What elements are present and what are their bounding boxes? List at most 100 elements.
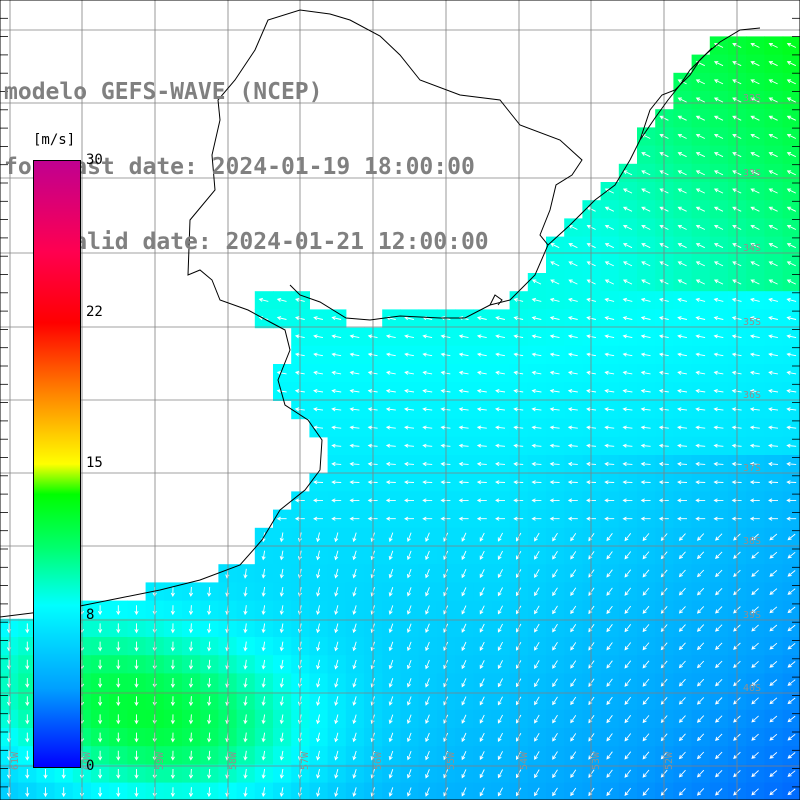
wind-arrow — [786, 206, 796, 212]
wind-arrow — [622, 206, 633, 212]
wind-arrow — [677, 480, 688, 485]
wind-arrow — [678, 769, 686, 778]
wind-arrow — [479, 532, 485, 542]
wind-arrow — [422, 480, 433, 485]
wind-arrow — [279, 623, 284, 634]
wind-arrow — [352, 587, 357, 597]
wind-arrow — [188, 605, 194, 616]
wind-arrow — [622, 480, 633, 485]
wind-arrow — [261, 605, 266, 616]
wind-arrow — [116, 787, 121, 798]
wind-arrow — [134, 769, 139, 779]
wind-arrow — [586, 516, 596, 521]
wind-arrow — [749, 297, 760, 302]
wind-arrow — [534, 751, 540, 761]
wind-arrow — [170, 586, 175, 597]
wind-arrow — [331, 480, 342, 485]
wind-arrow — [677, 188, 687, 194]
wind-arrow — [388, 587, 394, 597]
wind-arrow — [695, 461, 706, 467]
wind-arrow — [188, 641, 194, 652]
wind-arrow — [476, 316, 487, 321]
wind-arrow — [458, 461, 469, 467]
wind-arrow — [567, 370, 578, 375]
wind-arrow — [713, 407, 724, 412]
wind-arrow — [334, 586, 339, 597]
wind-arrow — [497, 769, 503, 779]
wind-arrow — [279, 750, 284, 761]
wind-arrow — [678, 624, 686, 632]
wind-arrow — [715, 715, 723, 723]
wind-arrow — [768, 407, 779, 412]
wind-arrow — [622, 334, 633, 339]
wind-arrow — [696, 769, 705, 778]
wind-arrow — [207, 641, 212, 652]
wind-arrow — [549, 443, 560, 448]
wind-arrow — [279, 587, 284, 597]
wind-arrow — [786, 279, 796, 285]
wind-arrow — [276, 316, 287, 321]
wind-arrow — [495, 388, 506, 394]
wind-arrow — [570, 751, 577, 760]
wind-arrow — [750, 188, 760, 194]
longitude-labels: 61W 60W 59W 58W 57W 56W 55W 54W 53W 52W — [10, 751, 675, 770]
wind-arrow — [642, 715, 650, 724]
wind-arrow — [696, 697, 705, 705]
wind-arrow — [696, 606, 705, 614]
wind-arrow — [531, 370, 542, 375]
wind-arrow — [677, 352, 687, 357]
wind-arrow — [787, 570, 796, 577]
wind-arrow — [479, 623, 485, 633]
wind-arrow — [404, 334, 414, 339]
wind-arrow — [188, 696, 194, 707]
wind-arrow — [406, 587, 412, 597]
wind-arrow — [769, 752, 778, 759]
wind-arrow — [713, 461, 724, 467]
wind-arrow — [479, 660, 485, 670]
wind-arrow — [695, 79, 705, 85]
wind-arrow — [642, 605, 650, 614]
wind-arrow — [695, 443, 706, 448]
wind-arrow — [422, 334, 433, 339]
wind-arrow — [570, 551, 577, 560]
wind-arrow — [406, 550, 412, 561]
wind-arrow — [678, 751, 686, 760]
wind-arrow — [495, 316, 505, 321]
wind-arrow — [713, 79, 724, 85]
wind-arrow — [769, 661, 778, 668]
wind-arrow — [769, 715, 778, 723]
wind-arrow — [713, 316, 724, 321]
wind-arrow — [750, 79, 760, 85]
wind-arrow — [567, 352, 578, 357]
wind-arrow — [497, 678, 503, 688]
wind-arrow — [476, 480, 487, 485]
wind-arrow — [531, 443, 542, 448]
wind-arrow — [316, 696, 321, 707]
wind-arrow — [624, 696, 632, 706]
wind-arrow — [476, 334, 487, 339]
wind-arrow — [677, 388, 688, 394]
wind-arrow — [549, 316, 560, 321]
wind-arrow — [624, 533, 632, 542]
wind-arrow — [696, 587, 705, 596]
wind-arrow — [495, 443, 506, 448]
wind-arrow — [422, 407, 433, 412]
wind-arrow — [549, 461, 560, 467]
wind-arrow — [695, 243, 705, 249]
wind-arrow — [334, 623, 339, 634]
wind-arrow — [787, 642, 796, 650]
wind-arrow — [695, 133, 705, 139]
wind-arrow — [640, 516, 651, 521]
wind-arrow — [134, 641, 139, 652]
wind-arrow — [425, 696, 430, 706]
wind-arrow — [640, 443, 651, 448]
valid-date: valid date: 2024-01-21 12:00:00 — [4, 229, 489, 255]
wind-arrow — [604, 243, 614, 249]
wind-arrow — [134, 605, 139, 616]
wind-arrow — [98, 732, 103, 743]
wind-arrow — [677, 261, 687, 267]
wind-arrow — [461, 696, 467, 706]
wind-arrow — [769, 733, 778, 741]
wind-arrow — [43, 769, 48, 779]
wind-arrow — [316, 787, 321, 798]
